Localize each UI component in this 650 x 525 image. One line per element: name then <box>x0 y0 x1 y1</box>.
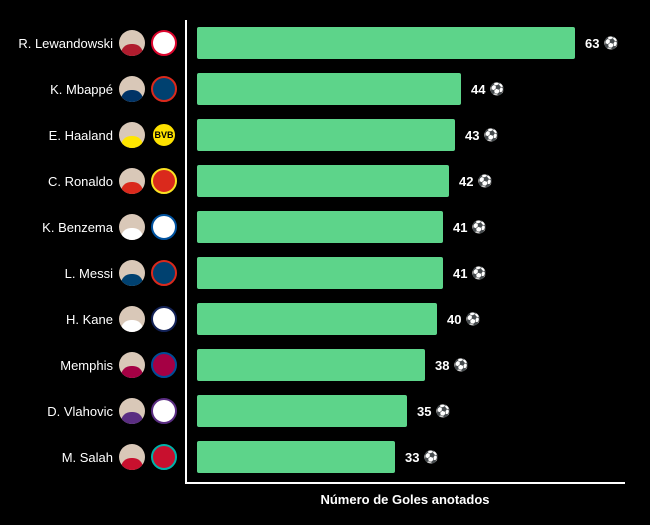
goal-bar <box>197 303 437 335</box>
player-name: E. Haaland <box>49 128 113 143</box>
player-avatar <box>119 30 145 56</box>
player-name: R. Lewandowski <box>18 36 113 51</box>
soccer-ball-icon: ⚽ <box>489 82 504 96</box>
player-row: K. Benzema 41⚽ <box>0 204 650 250</box>
club-badge <box>151 260 177 286</box>
bar-area: 33⚽ <box>185 434 650 480</box>
club-badge <box>151 168 177 194</box>
label-area: D. Vlahovic <box>0 398 185 424</box>
goal-bar <box>197 165 449 197</box>
player-avatar <box>119 214 145 240</box>
bar-area: 44⚽ <box>185 66 650 112</box>
club-badge <box>151 444 177 470</box>
player-row: R. Lewandowski 63⚽ <box>0 20 650 66</box>
soccer-ball-icon: ⚽ <box>423 450 438 464</box>
bar-area: 43⚽ <box>185 112 650 158</box>
goal-bar <box>197 73 461 105</box>
goal-bar <box>197 441 395 473</box>
player-avatar <box>119 168 145 194</box>
label-area: M. Salah <box>0 444 185 470</box>
soccer-ball-icon: ⚽ <box>435 404 450 418</box>
goal-value: 38⚽ <box>435 358 468 373</box>
label-area: K. Benzema <box>0 214 185 240</box>
goal-value: 33⚽ <box>405 450 438 465</box>
player-name: K. Benzema <box>42 220 113 235</box>
club-badge <box>151 214 177 240</box>
label-area: C. Ronaldo <box>0 168 185 194</box>
player-name: K. Mbappé <box>50 82 113 97</box>
bar-area: 41⚽ <box>185 204 650 250</box>
player-row: E. Haaland BVB 43⚽ <box>0 112 650 158</box>
bar-area: 42⚽ <box>185 158 650 204</box>
goal-bar <box>197 395 407 427</box>
goal-bar <box>197 211 443 243</box>
player-avatar <box>119 444 145 470</box>
player-avatar <box>119 76 145 102</box>
club-badge <box>151 306 177 332</box>
player-avatar <box>119 122 145 148</box>
club-badge <box>151 30 177 56</box>
goal-bar <box>197 27 575 59</box>
player-name: M. Salah <box>62 450 113 465</box>
player-row: H. Kane 40⚽ <box>0 296 650 342</box>
player-row: K. Mbappé 44⚽ <box>0 66 650 112</box>
label-area: E. Haaland BVB <box>0 122 185 148</box>
bar-area: 40⚽ <box>185 296 650 342</box>
goal-bar <box>197 119 455 151</box>
goals-bar-chart: R. Lewandowski 63⚽ K. Mbappé 44⚽ E. Haaland B… <box>0 20 650 480</box>
bar-area: 38⚽ <box>185 342 650 388</box>
label-area: R. Lewandowski <box>0 30 185 56</box>
player-avatar <box>119 306 145 332</box>
soccer-ball-icon: ⚽ <box>477 174 492 188</box>
goal-value: 35⚽ <box>417 404 450 419</box>
player-name: H. Kane <box>66 312 113 327</box>
soccer-ball-icon: ⚽ <box>483 128 498 142</box>
goal-bar <box>197 349 425 381</box>
player-row: M. Salah 33⚽ <box>0 434 650 480</box>
player-name: D. Vlahovic <box>47 404 113 419</box>
y-axis <box>185 20 187 484</box>
player-avatar <box>119 260 145 286</box>
soccer-ball-icon: ⚽ <box>465 312 480 326</box>
goal-value: 42⚽ <box>459 174 492 189</box>
soccer-ball-icon: ⚽ <box>603 36 618 50</box>
goal-value: 44⚽ <box>471 82 504 97</box>
bar-area: 41⚽ <box>185 250 650 296</box>
player-avatar <box>119 398 145 424</box>
player-name: Memphis <box>60 358 113 373</box>
x-axis-label: Número de Goles anotados <box>185 492 625 507</box>
soccer-ball-icon: ⚽ <box>453 358 468 372</box>
player-name: L. Messi <box>65 266 113 281</box>
player-row: D. Vlahovic 35⚽ <box>0 388 650 434</box>
label-area: H. Kane <box>0 306 185 332</box>
player-row: L. Messi 41⚽ <box>0 250 650 296</box>
goal-value: 63⚽ <box>585 36 618 51</box>
goal-value: 43⚽ <box>465 128 498 143</box>
goal-bar <box>197 257 443 289</box>
player-name: C. Ronaldo <box>48 174 113 189</box>
goal-value: 41⚽ <box>453 266 486 281</box>
label-area: Memphis <box>0 352 185 378</box>
soccer-ball-icon: ⚽ <box>471 266 486 280</box>
bar-area: 63⚽ <box>185 20 650 66</box>
player-row: Memphis 38⚽ <box>0 342 650 388</box>
bar-area: 35⚽ <box>185 388 650 434</box>
club-badge: BVB <box>151 122 177 148</box>
club-badge <box>151 352 177 378</box>
player-avatar <box>119 352 145 378</box>
label-area: L. Messi <box>0 260 185 286</box>
club-badge <box>151 398 177 424</box>
soccer-ball-icon: ⚽ <box>471 220 486 234</box>
goal-value: 41⚽ <box>453 220 486 235</box>
player-row: C. Ronaldo 42⚽ <box>0 158 650 204</box>
club-badge <box>151 76 177 102</box>
x-axis <box>185 482 625 484</box>
label-area: K. Mbappé <box>0 76 185 102</box>
goal-value: 40⚽ <box>447 312 480 327</box>
